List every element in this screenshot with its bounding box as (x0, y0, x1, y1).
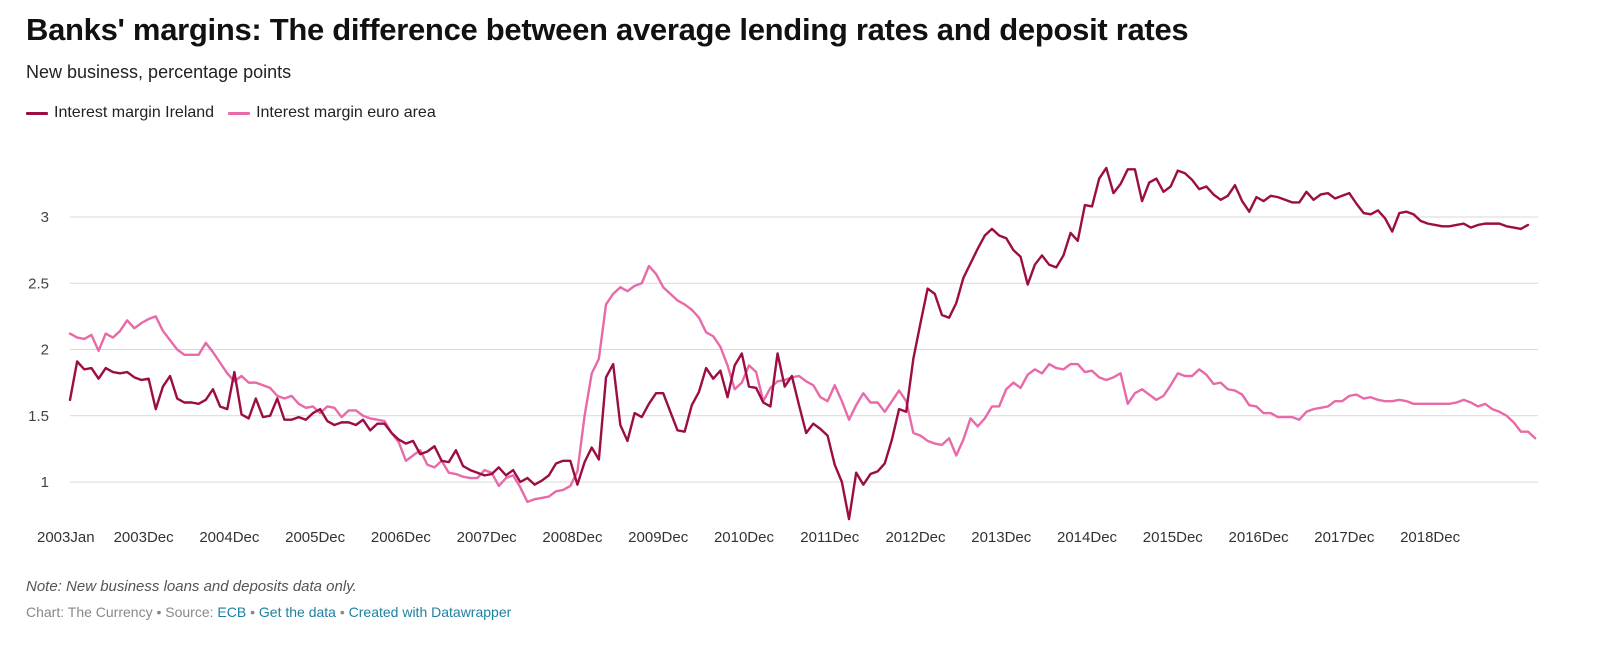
line-chart: 11.522.53 2003Jan 2003Dec 2004Dec 2005Dec 20… (28, 166, 1538, 546)
legend-label-ireland: Interest margin Ireland (54, 104, 215, 121)
series-line-euro-area (68, 264, 1537, 504)
x-tick-label: 2005Dec (285, 529, 346, 546)
x-tick-label: 2012Dec (885, 529, 946, 546)
x-tick-label: 2010Dec (714, 529, 775, 546)
x-tick-label: 2008Dec (542, 529, 603, 546)
x-tick-label: 2017Dec (1314, 529, 1375, 546)
x-tick-label: 2006Dec (371, 529, 432, 546)
y-tick-label: 3 (41, 209, 49, 226)
x-axis-ticks: 2003Jan 2003Dec 2004Dec 2005Dec 2006Dec 2007D… (37, 529, 1461, 546)
legend-swatch-ireland (26, 111, 48, 115)
x-tick-label: 2016Dec (1229, 529, 1290, 546)
x-tick-label: 2015Dec (1143, 529, 1204, 546)
legend-swatch-euro-area (228, 111, 251, 115)
footer-separator: • (335, 604, 349, 620)
x-tick-label: 2013Dec (971, 529, 1032, 546)
source-link[interactable]: ECB (217, 604, 247, 620)
x-tick-label: 2014Dec (1057, 529, 1118, 546)
datawrapper-link[interactable]: Created with Datawrapper (348, 604, 512, 620)
x-tick-label: 2007Dec (457, 529, 518, 546)
footer-separator: • (152, 604, 166, 620)
y-tick-label: 1 (41, 474, 49, 491)
x-tick-label: 2011Dec (800, 529, 859, 546)
series-line-ireland (68, 166, 1530, 521)
y-axis-ticks: 1 1.5 2 2.5 3 (28, 209, 49, 491)
x-tick-label: 2018Dec (1400, 529, 1461, 546)
y-tick-label: 2 (41, 342, 49, 359)
chart-legend: Interest margin Ireland Interest margin … (26, 104, 450, 122)
legend-label-euro-area: Interest margin euro area (256, 104, 436, 121)
chart-subtitle: New business, percentage points (26, 62, 292, 82)
chart-note: Note: New business loans and deposits da… (26, 578, 357, 595)
x-tick-label: 2004Dec (199, 529, 260, 546)
legend-item-euro-area: Interest margin euro area (228, 104, 436, 122)
x-tick-label: 2003Dec (114, 529, 175, 546)
grid-lines (70, 216, 1538, 483)
y-tick-label: 2.5 (28, 275, 49, 292)
y-tick-label: 1.5 (28, 408, 49, 425)
x-tick-label: 2003Jan (37, 529, 95, 546)
footer-source-prefix: Source: (165, 604, 218, 620)
series-lines (68, 166, 1537, 521)
footer-separator: • (246, 604, 259, 620)
x-tick-label: 2009Dec (628, 529, 689, 546)
legend-item-ireland: Interest margin Ireland (26, 104, 214, 122)
chart-footer: Chart: The Currency • Source: ECB • Get … (26, 604, 511, 620)
chart-title: Banks' margins: The difference between a… (26, 12, 1189, 47)
footer-credit: Chart: The Currency (26, 604, 153, 620)
get-the-data-link[interactable]: Get the data (258, 604, 336, 620)
